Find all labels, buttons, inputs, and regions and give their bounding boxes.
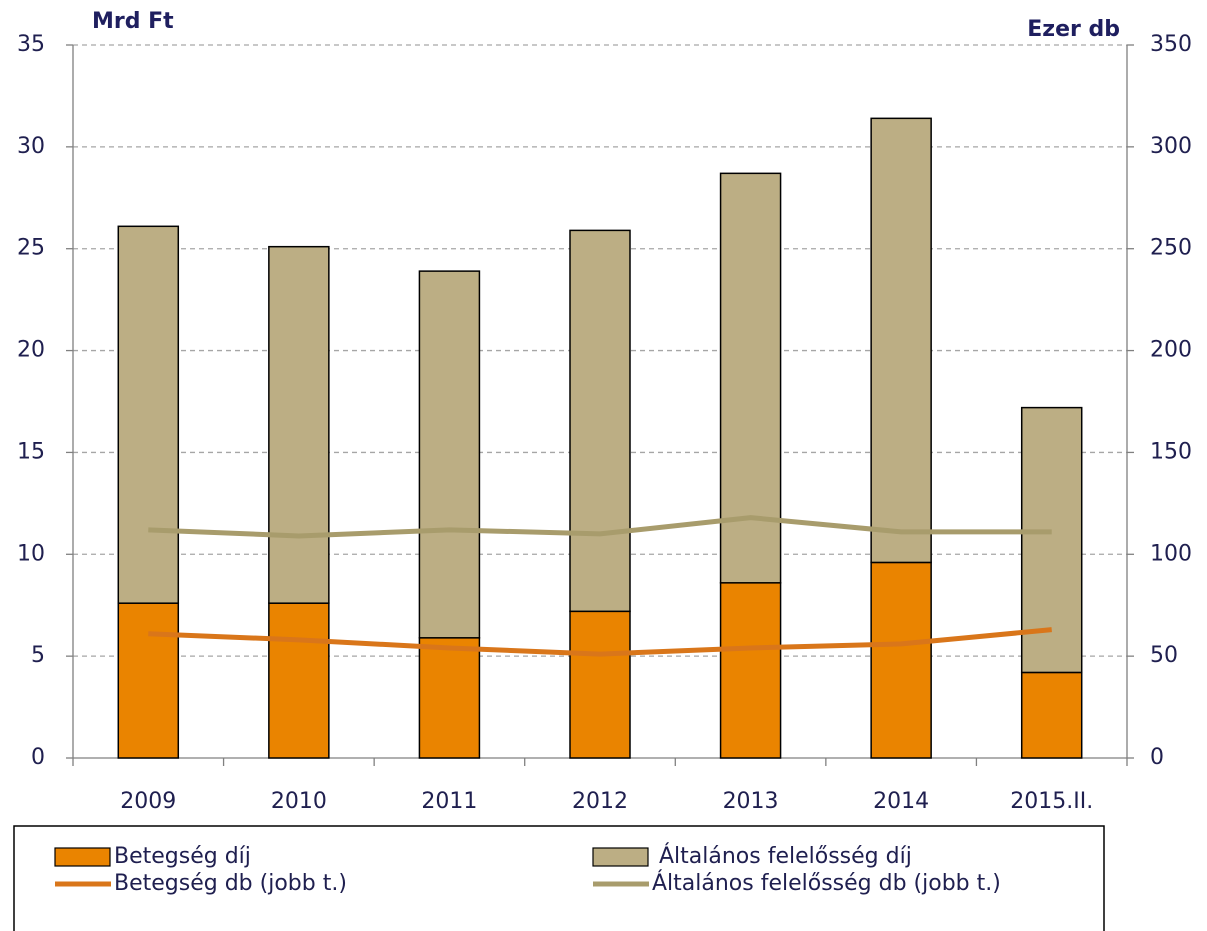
bar <box>1020 671 1083 759</box>
y2-tick-label: 100 <box>1150 541 1192 566</box>
y2-tick-label: 350 <box>1150 32 1192 57</box>
bar <box>268 602 330 759</box>
y-tick-label: 30 <box>17 134 45 159</box>
y-tick-label: 5 <box>31 643 45 668</box>
y2-tick-label: 150 <box>1150 439 1192 464</box>
bar <box>268 245 330 604</box>
line <box>148 627 1052 657</box>
line <box>148 515 1052 539</box>
legend-box <box>13 825 1105 931</box>
bar <box>870 561 932 759</box>
y2-tick-label: 300 <box>1150 134 1192 159</box>
bar <box>117 602 180 759</box>
y-tick-label: 0 <box>31 745 45 770</box>
bar <box>1020 406 1083 674</box>
y-tick-label: 25 <box>17 236 45 261</box>
y-tick-label: 15 <box>17 439 45 464</box>
y-tick-label: 35 <box>17 32 45 57</box>
x-tick-label: 2013 <box>723 789 779 814</box>
bar <box>719 582 782 759</box>
bar <box>117 225 180 604</box>
x-tick-label: 2010 <box>271 789 327 814</box>
y2-axis-title: Ezer db <box>1027 17 1120 42</box>
bar <box>870 117 932 564</box>
bar <box>418 270 481 639</box>
x-tick-label: 2011 <box>421 789 477 814</box>
legend-swatch <box>592 847 649 867</box>
legend-label: Betegség db (jobb t.) <box>114 871 347 896</box>
y2-tick-label: 0 <box>1150 745 1164 770</box>
bar <box>569 610 631 759</box>
legend-swatch <box>54 847 111 867</box>
y-tick-label: 20 <box>17 338 45 363</box>
x-tick-label: 2015.II. <box>1010 789 1093 814</box>
y-axis-title: Mrd Ft <box>92 9 174 34</box>
x-tick-label: 2012 <box>572 789 628 814</box>
legend-label: Betegség díj <box>114 844 251 869</box>
bar <box>719 172 782 584</box>
bar <box>569 229 631 613</box>
legend-label: Általános felelősség db (jobb t.) <box>652 870 1001 896</box>
x-tick-label: 2014 <box>873 789 929 814</box>
y-tick-label: 10 <box>17 541 45 566</box>
bar <box>418 637 481 759</box>
y2-tick-label: 250 <box>1150 236 1192 261</box>
y2-tick-label: 50 <box>1150 643 1178 668</box>
y2-tick-label: 200 <box>1150 338 1192 363</box>
x-tick-label: 2009 <box>120 789 176 814</box>
legend-label: Általános felelősség díj <box>659 843 912 869</box>
